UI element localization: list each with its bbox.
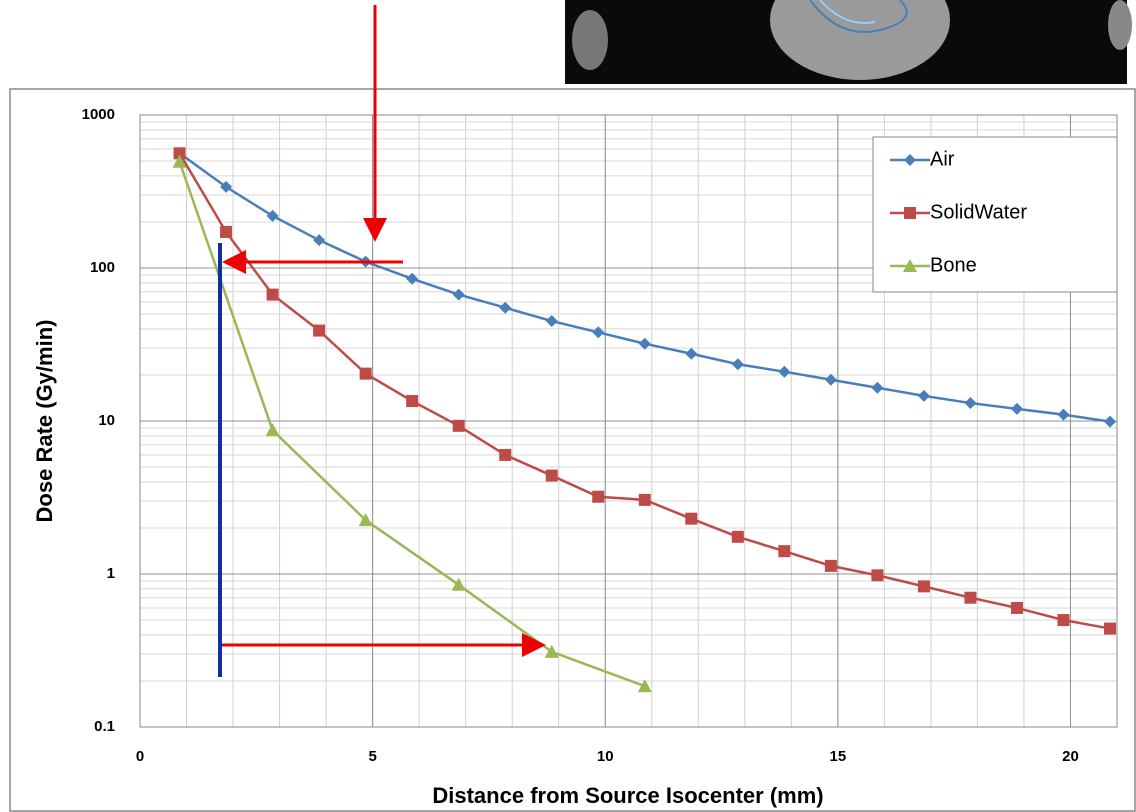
data-point [499, 301, 512, 314]
data-point [220, 180, 233, 193]
data-point [1057, 408, 1070, 421]
legend-label: SolidWater [930, 201, 1027, 223]
data-point [778, 365, 791, 378]
data-point [452, 288, 465, 301]
x-axis-title: Distance from Source Isocenter (mm) [432, 783, 823, 808]
x-tick-label: 15 [830, 748, 847, 765]
legend-marker [904, 154, 916, 166]
y-tick-label: 0.1 [94, 718, 115, 735]
data-point [638, 493, 651, 506]
data-point [1057, 614, 1070, 627]
data-point [265, 423, 280, 437]
data-point [964, 591, 977, 604]
data-point [871, 381, 884, 394]
data-point [499, 448, 512, 461]
data-point [359, 367, 372, 380]
plot-border [139, 114, 1118, 728]
series-line [178, 161, 646, 688]
data-point [824, 373, 837, 386]
legend-label: Air [930, 148, 955, 170]
data-point [1104, 415, 1117, 428]
data-point [172, 154, 187, 168]
data-point [545, 469, 558, 482]
data-point [1010, 601, 1023, 614]
data-point [266, 288, 279, 301]
y-tick-label: 100 [90, 259, 115, 276]
data-point [685, 512, 698, 525]
annotations [218, 5, 546, 677]
data-point [220, 225, 233, 238]
data-point [406, 395, 419, 408]
x-tick-label: 0 [136, 748, 144, 765]
y-tick-label: 1 [107, 565, 115, 582]
data-point [592, 490, 605, 503]
data-point [637, 679, 652, 693]
data-point [1010, 402, 1023, 415]
legend-marker [903, 259, 917, 272]
data-point [266, 209, 279, 222]
data-point [964, 397, 977, 410]
data-point [313, 324, 326, 337]
data-point [451, 577, 466, 591]
data-point [871, 569, 884, 582]
legend: Air SolidWater Bone [872, 136, 1118, 293]
data-point [545, 315, 558, 328]
data-point [358, 513, 373, 527]
data-point [406, 272, 419, 285]
data-point [731, 358, 744, 371]
data-point [1104, 622, 1117, 635]
y-tick-label: 10 [98, 412, 115, 429]
plot: 0.1 1 10 100 1000 0 5 10 15 20 [82, 106, 1118, 765]
x-tick-label: 20 [1062, 748, 1079, 765]
data-point [917, 580, 930, 593]
legend-label: Bone [930, 254, 977, 276]
y-tick-label: 1000 [82, 106, 115, 123]
x-tick-label: 5 [368, 748, 376, 765]
data-point [452, 419, 465, 432]
data-point [731, 530, 744, 543]
data-point [917, 389, 930, 402]
data-point [173, 147, 186, 160]
legend-marker [904, 207, 916, 219]
data-point [685, 347, 698, 360]
data-point [778, 545, 791, 558]
data-point [544, 644, 559, 658]
y-axis-title: Dose Rate (Gy/min) [32, 320, 57, 523]
data-point [313, 234, 326, 247]
data-point [638, 337, 651, 350]
x-tick-label: 10 [597, 748, 614, 765]
data-point [824, 559, 837, 572]
ct-image [565, 0, 1132, 84]
data-point [592, 326, 605, 339]
